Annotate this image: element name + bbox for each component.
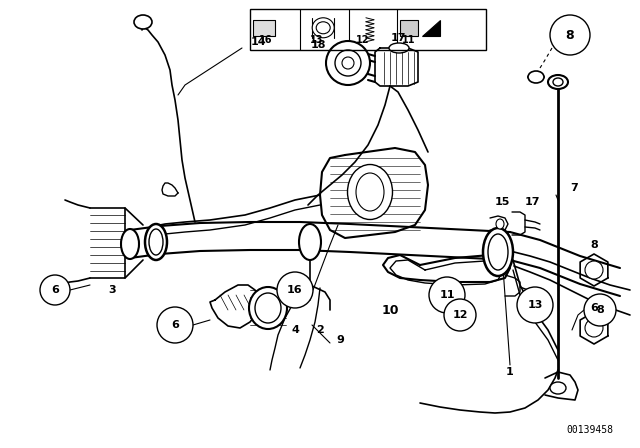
Text: 3: 3 <box>108 285 116 295</box>
Text: 18: 18 <box>310 40 326 50</box>
Text: 13: 13 <box>527 300 543 310</box>
Circle shape <box>326 41 370 85</box>
Ellipse shape <box>548 75 568 89</box>
Text: 16: 16 <box>259 35 273 45</box>
Text: 6: 6 <box>51 285 59 295</box>
Ellipse shape <box>312 18 334 38</box>
Text: 10: 10 <box>381 303 399 316</box>
Ellipse shape <box>255 293 281 323</box>
Text: 15: 15 <box>494 197 509 207</box>
Polygon shape <box>422 20 440 36</box>
Text: 17: 17 <box>524 197 540 207</box>
Ellipse shape <box>356 173 384 211</box>
Text: 14: 14 <box>250 37 266 47</box>
Ellipse shape <box>299 224 321 260</box>
Ellipse shape <box>488 234 508 270</box>
Circle shape <box>444 299 476 331</box>
Circle shape <box>429 277 465 313</box>
Text: 16: 16 <box>287 285 303 295</box>
Circle shape <box>584 294 616 326</box>
Text: 11: 11 <box>439 290 455 300</box>
Text: 00139458: 00139458 <box>566 425 614 435</box>
Ellipse shape <box>550 382 566 394</box>
Ellipse shape <box>145 224 167 260</box>
Ellipse shape <box>134 15 152 29</box>
Ellipse shape <box>149 229 163 255</box>
Ellipse shape <box>316 22 330 34</box>
Text: 2: 2 <box>316 325 324 335</box>
Circle shape <box>585 261 603 279</box>
Bar <box>250 9 486 50</box>
Ellipse shape <box>348 164 392 220</box>
Ellipse shape <box>496 219 504 229</box>
Text: 8: 8 <box>566 29 574 42</box>
Text: 12: 12 <box>356 35 370 45</box>
Circle shape <box>335 50 361 76</box>
Bar <box>399 20 418 36</box>
Text: 4: 4 <box>291 325 299 335</box>
Text: 13: 13 <box>310 35 324 45</box>
Text: 1: 1 <box>506 367 514 377</box>
Circle shape <box>517 287 553 323</box>
Text: 7: 7 <box>570 183 578 193</box>
Ellipse shape <box>249 287 287 329</box>
Circle shape <box>342 57 354 69</box>
Text: 8: 8 <box>590 240 598 250</box>
Ellipse shape <box>121 229 139 259</box>
Circle shape <box>277 272 313 308</box>
Text: 9: 9 <box>336 335 344 345</box>
Circle shape <box>585 319 603 337</box>
Circle shape <box>550 15 590 55</box>
Text: 17: 17 <box>390 33 406 43</box>
Text: 8: 8 <box>596 305 604 315</box>
Text: 11: 11 <box>401 35 415 45</box>
Ellipse shape <box>553 78 563 86</box>
Circle shape <box>157 307 193 343</box>
Ellipse shape <box>528 71 544 83</box>
Text: 6: 6 <box>171 320 179 330</box>
Text: 6: 6 <box>590 303 598 313</box>
Ellipse shape <box>389 43 409 53</box>
Circle shape <box>40 275 70 305</box>
Ellipse shape <box>483 228 513 276</box>
Bar <box>253 20 275 36</box>
Text: 12: 12 <box>452 310 468 320</box>
